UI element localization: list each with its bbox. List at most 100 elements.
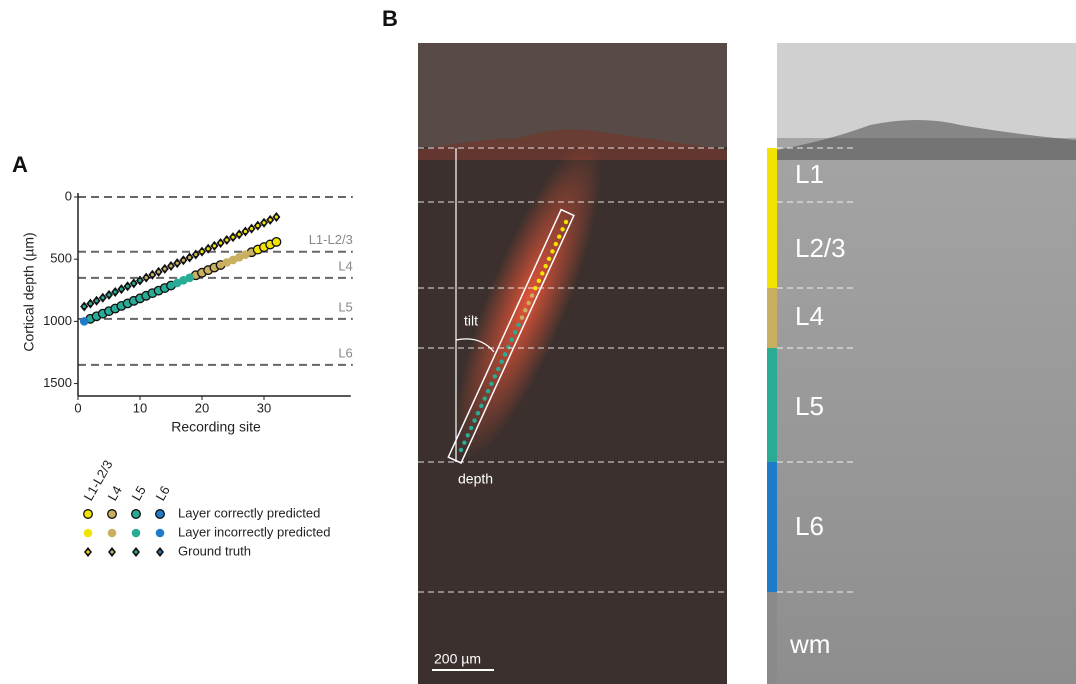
marker-center bbox=[262, 221, 266, 225]
marker-center bbox=[169, 264, 173, 268]
marker-center bbox=[225, 238, 229, 242]
data-point bbox=[107, 528, 117, 538]
probe-site bbox=[472, 418, 477, 423]
marker-center bbox=[181, 258, 185, 262]
marker-center bbox=[274, 215, 278, 219]
marker-center bbox=[200, 250, 204, 254]
data-point bbox=[271, 236, 282, 247]
layer-name: L2/3 bbox=[795, 233, 846, 263]
probe-site bbox=[523, 308, 528, 313]
layer-bar bbox=[767, 288, 777, 348]
probe-outline bbox=[447, 208, 575, 464]
probe-site bbox=[519, 315, 525, 320]
probe-site bbox=[512, 330, 518, 335]
marker-center bbox=[107, 293, 111, 297]
probe-site bbox=[506, 344, 511, 350]
marker-center bbox=[132, 281, 136, 285]
layer-label: L6 bbox=[338, 345, 352, 360]
probe-site bbox=[458, 447, 464, 453]
nissl-image bbox=[767, 43, 1076, 684]
probe-site bbox=[529, 293, 535, 298]
probe-site bbox=[482, 396, 487, 401]
layer-label: L5 bbox=[338, 299, 352, 314]
marker-center bbox=[250, 226, 254, 231]
probe-site bbox=[526, 300, 531, 306]
x-axis-title: Recording site bbox=[171, 419, 261, 435]
probe-site bbox=[563, 219, 569, 225]
probe-site bbox=[536, 278, 542, 284]
probe-site bbox=[502, 352, 508, 357]
marker-center bbox=[150, 273, 154, 277]
data-point bbox=[83, 509, 93, 519]
panel-letter: B bbox=[382, 6, 398, 31]
marker-center bbox=[110, 550, 114, 554]
marker-center bbox=[231, 235, 235, 239]
probe-site bbox=[499, 359, 504, 364]
probe-site bbox=[543, 263, 548, 269]
probe-site bbox=[533, 285, 538, 291]
data-point bbox=[185, 273, 194, 283]
image-surface bbox=[777, 120, 1076, 160]
marker-center bbox=[138, 278, 142, 283]
marker-center bbox=[158, 550, 162, 554]
marker-center bbox=[144, 275, 148, 280]
probe-site bbox=[475, 411, 481, 416]
probe-site bbox=[540, 271, 545, 276]
data-point bbox=[155, 509, 165, 519]
legend-label: Layer correctly predicted bbox=[178, 505, 320, 520]
marker-center bbox=[119, 287, 123, 291]
y-tick-label: 0 bbox=[65, 188, 72, 203]
layer-name: L4 bbox=[795, 301, 824, 331]
layer-name: L1 bbox=[795, 159, 824, 189]
legend-column-header: L6 bbox=[153, 483, 173, 503]
layer-name: wm bbox=[789, 629, 830, 659]
x-tick-label: 10 bbox=[133, 400, 147, 415]
layer-bar bbox=[767, 148, 777, 288]
data-point bbox=[131, 528, 141, 538]
layer-bar bbox=[767, 592, 777, 684]
data-point bbox=[131, 509, 141, 519]
panel-letter: A bbox=[12, 152, 28, 177]
marker-center bbox=[256, 224, 260, 228]
marker-center bbox=[88, 301, 92, 306]
marker-center bbox=[212, 244, 216, 248]
probe-sites bbox=[458, 219, 569, 453]
marker-center bbox=[194, 252, 198, 257]
probe-site bbox=[557, 234, 562, 239]
marker-center bbox=[95, 299, 99, 303]
probe-site bbox=[509, 337, 515, 342]
probe-site bbox=[489, 381, 494, 387]
data-point bbox=[241, 250, 250, 260]
y-tick-label: 500 bbox=[50, 251, 72, 266]
probe-site bbox=[553, 241, 559, 247]
x-tick-label: 30 bbox=[257, 400, 271, 415]
marker-center bbox=[188, 255, 192, 260]
x-tick-label: 0 bbox=[74, 400, 81, 415]
probe bbox=[447, 208, 575, 464]
probe-site bbox=[516, 322, 521, 328]
marker-center bbox=[82, 304, 86, 309]
tilt-label: tilt bbox=[464, 313, 478, 329]
layer-bar bbox=[767, 348, 777, 462]
probe-site bbox=[468, 425, 474, 431]
y-tick-label: 1000 bbox=[43, 313, 72, 328]
marker-center bbox=[113, 290, 117, 294]
marker-center bbox=[175, 261, 179, 265]
marker-center bbox=[219, 241, 223, 245]
probe-site bbox=[546, 256, 552, 261]
image-surface bbox=[418, 129, 727, 160]
depth-label: depth bbox=[458, 471, 493, 487]
marker-center bbox=[243, 229, 247, 234]
marker-center bbox=[86, 550, 90, 554]
marker-center bbox=[237, 232, 241, 236]
scale-bar-label: 200 µm bbox=[434, 651, 481, 667]
marker-center bbox=[157, 270, 161, 274]
x-tick-label: 20 bbox=[195, 400, 209, 415]
data-point bbox=[83, 528, 93, 538]
data-point bbox=[79, 317, 89, 326]
probe-site bbox=[550, 249, 555, 254]
marker-center bbox=[268, 218, 272, 222]
probe-site bbox=[465, 433, 470, 438]
data-point bbox=[107, 509, 117, 519]
